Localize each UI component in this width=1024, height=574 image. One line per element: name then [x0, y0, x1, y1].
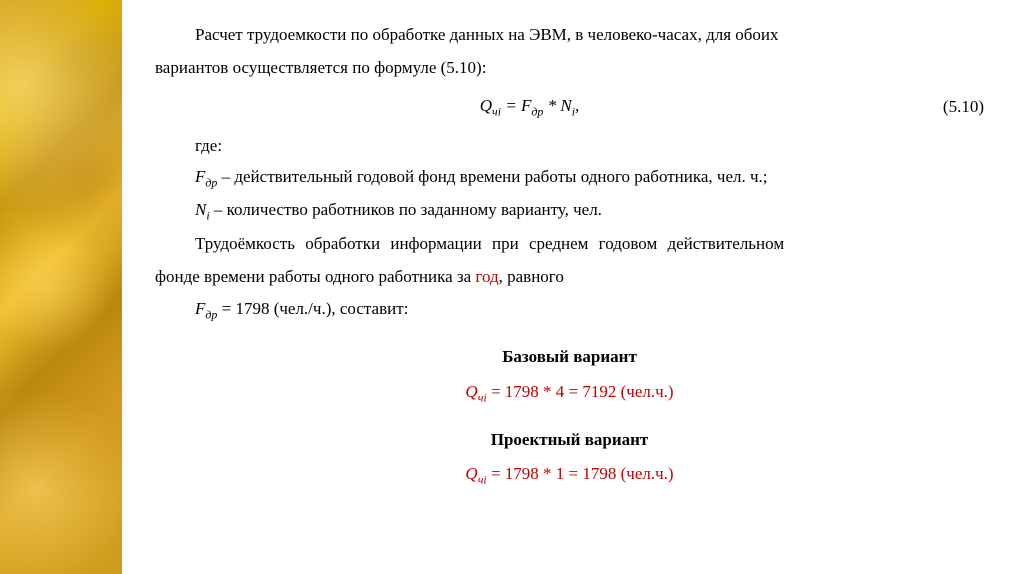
document-content: Расчет трудоемкости по обработке данных … — [155, 20, 984, 501]
para2-line2b: , равного — [499, 267, 564, 286]
def-ni-text: – количество работников по заданному вар… — [210, 200, 602, 219]
formula-row: Qчi = Fдр * Ni, (5.10) — [155, 91, 984, 123]
para2-red: год — [475, 267, 498, 286]
formula-number: (5.10) — [904, 92, 984, 123]
para2-line2: фонде времени работы одного работника за… — [155, 262, 984, 293]
def-fdr-text: – действительный годовой фонд времени ра… — [217, 167, 767, 186]
project-variant-title: Проектный вариант — [155, 425, 984, 456]
fdr-value: Fдр = 1798 (чел./ч.), составит: — [155, 294, 984, 326]
para2-line2a: фонде времени работы одного работника за — [155, 267, 475, 286]
where-label: где: — [155, 131, 984, 162]
base-variant-formula: Qчi = 1798 * 4 = 7192 (чел.ч.) — [155, 377, 984, 409]
definition-fdr: Fдр – действительный годовой фонд времен… — [155, 162, 984, 194]
definition-ni: Ni – количество работников по заданному … — [155, 195, 984, 227]
intro-line-2: вариантов осуществляется по формуле (5.1… — [155, 53, 984, 84]
project-variant-formula: Qчi = 1798 * 1 = 1798 (чел.ч.) — [155, 459, 984, 491]
para2-line1: Трудоёмкость обработки информации при ср… — [155, 229, 984, 260]
decorative-sidebar — [0, 0, 122, 574]
formula-expression: Qчi = Fдр * Ni, — [155, 91, 904, 123]
base-variant-title: Базовый вариант — [155, 342, 984, 373]
fdr-val-text: = 1798 (чел./ч.), составит: — [217, 299, 408, 318]
intro-line-1: Расчет трудоемкости по обработке данных … — [155, 20, 984, 51]
